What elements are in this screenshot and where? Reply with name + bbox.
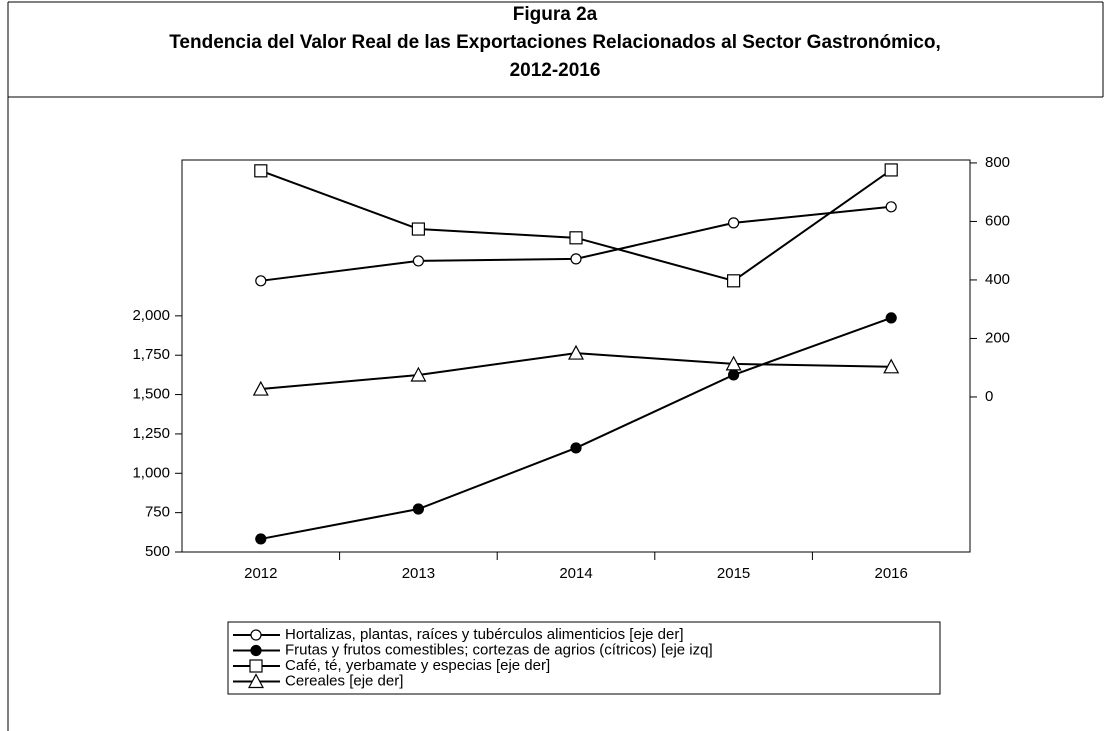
- marker: [567, 344, 585, 360]
- legend-marker: [249, 659, 263, 673]
- legend: [227, 621, 941, 695]
- marker: [412, 255, 424, 267]
- chart-title: Figura 2a: [513, 4, 598, 25]
- y2-tick-label: 0: [985, 388, 993, 405]
- chart-title: Tendencia del Valor Real de las Exportac…: [169, 32, 941, 53]
- legend-label: Hortalizas, plantas, raíces y tubérculos…: [285, 626, 684, 643]
- x-tick-label: 2015: [717, 565, 750, 582]
- y-tick-label: 1,250: [132, 425, 170, 442]
- legend-marker: [250, 629, 262, 641]
- marker: [412, 503, 424, 515]
- x-tick-label: 2014: [559, 565, 592, 582]
- plot-frame: [181, 159, 971, 553]
- marker: [570, 253, 582, 265]
- marker: [727, 217, 740, 229]
- legend-marker: [247, 673, 265, 689]
- marker: [885, 312, 897, 324]
- marker: [255, 533, 267, 545]
- y-tick-label: 1,000: [132, 464, 170, 481]
- marker: [570, 442, 582, 454]
- legend-marker: [250, 644, 262, 657]
- x-tick-label: 2013: [402, 565, 435, 582]
- marker: [410, 366, 427, 382]
- y2-tick-label: 400: [985, 271, 1010, 288]
- marker: [255, 275, 267, 287]
- marker: [884, 163, 898, 177]
- y2-tick-label: 800: [985, 154, 1010, 171]
- legend-label: Café, té, yerbamate y especias [eje der]: [285, 657, 550, 674]
- chart-title: 2012-2016: [510, 60, 601, 81]
- y-tick-label: 750: [145, 504, 170, 521]
- marker: [726, 274, 741, 288]
- marker: [252, 380, 269, 396]
- x-tick-label: 2016: [875, 565, 908, 582]
- y-tick-label: 2,000: [132, 307, 170, 324]
- marker: [727, 369, 740, 381]
- legend-label: Frutas y frutos comestibles; cortezas de…: [285, 641, 713, 658]
- x-tick-label: 2012: [244, 565, 277, 582]
- marker: [254, 164, 268, 178]
- marker: [725, 355, 742, 371]
- marker: [569, 231, 583, 245]
- marker: [885, 201, 897, 213]
- legend-label: Cereales [eje der]: [285, 672, 403, 689]
- y-tick-label: 500: [145, 543, 170, 560]
- y-tick-label: 1,750: [132, 346, 170, 363]
- y2-tick-label: 600: [985, 212, 1010, 229]
- y2-tick-label: 200: [985, 329, 1010, 346]
- y-tick-label: 1,500: [132, 386, 170, 403]
- marker: [411, 222, 425, 236]
- marker: [883, 358, 900, 374]
